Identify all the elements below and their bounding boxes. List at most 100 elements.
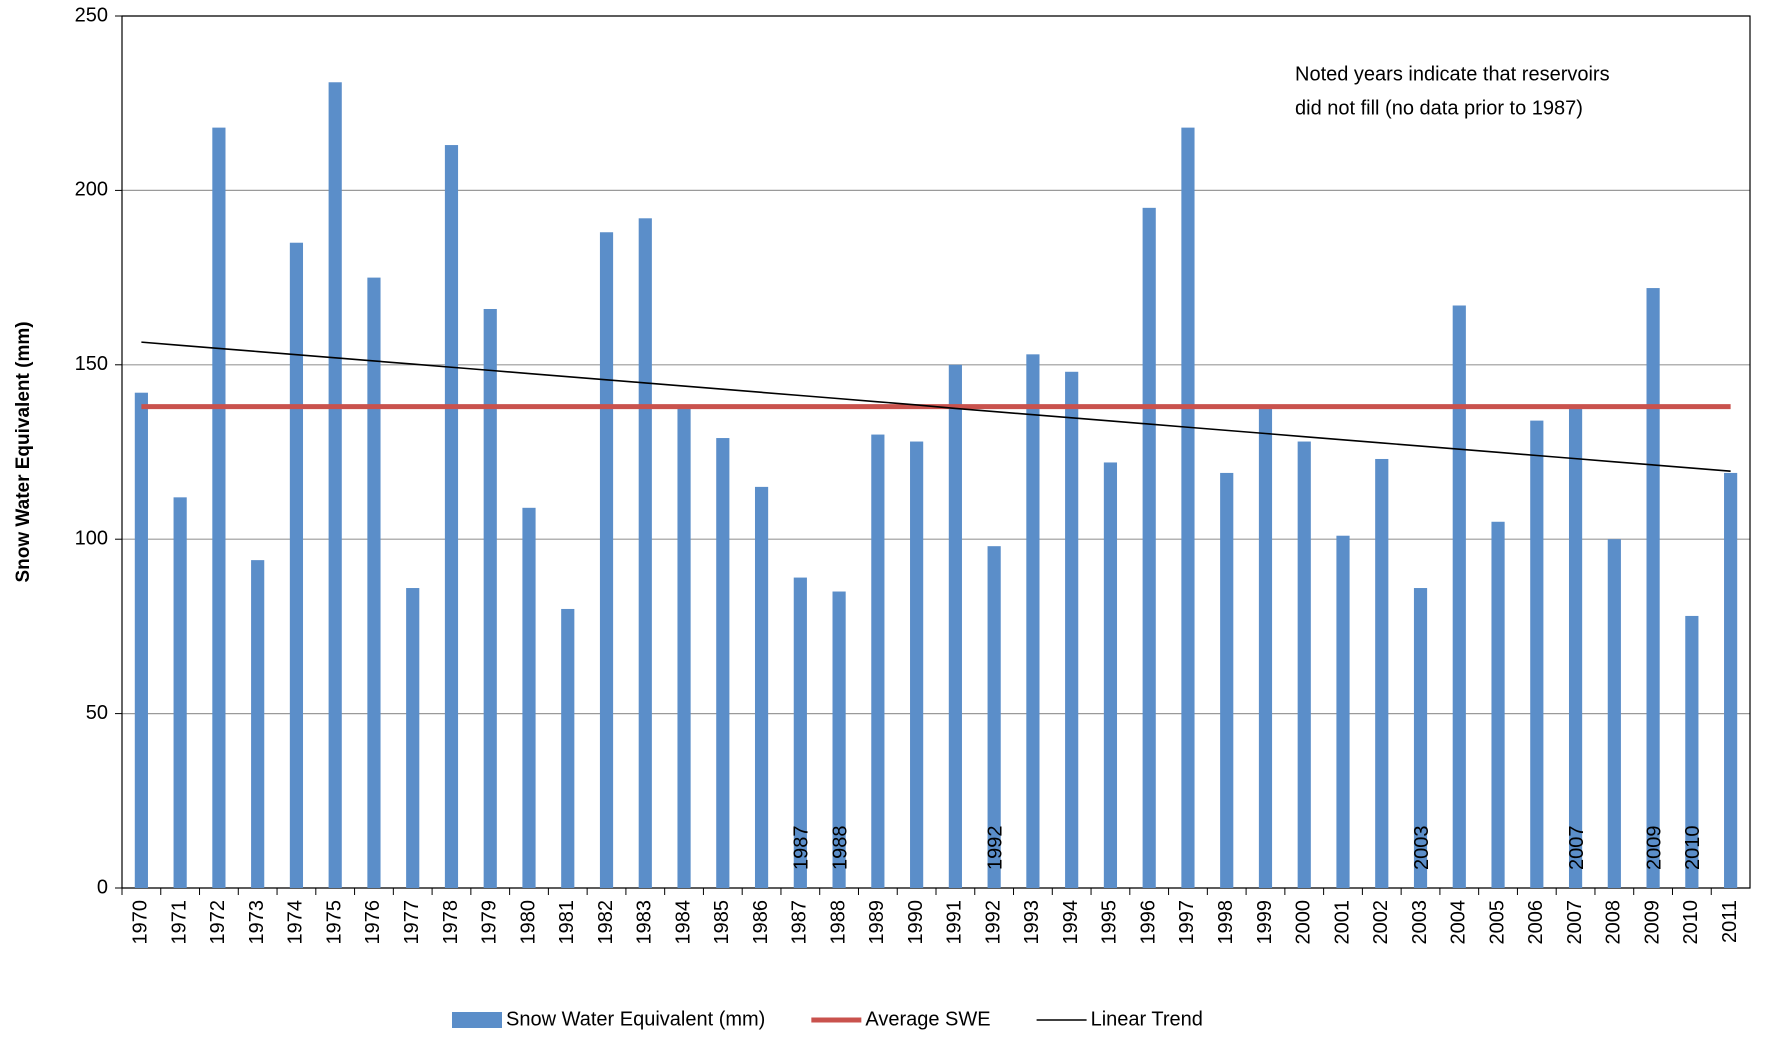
- bar: [289, 242, 304, 889]
- bar: [1568, 406, 1583, 888]
- x-tick-label: 2011: [1719, 900, 1741, 943]
- x-tick-label: 2000: [1293, 900, 1315, 945]
- bar: [134, 392, 148, 888]
- x-tick-label: 2005: [1486, 900, 1508, 945]
- bar: [1607, 539, 1621, 888]
- x-tick-label: 1984: [672, 900, 694, 945]
- x-tick-label: 1987: [789, 900, 811, 945]
- bar: [1258, 406, 1273, 888]
- bar: [1413, 588, 1428, 888]
- x-tick-label: 1982: [595, 900, 617, 945]
- bar: [1181, 127, 1195, 889]
- x-tick-label: 1997: [1176, 900, 1198, 945]
- x-tick-label: 1989: [866, 900, 888, 945]
- bar: [832, 591, 846, 888]
- y-axis-label: Snow Water Equivalent (mm): [13, 321, 34, 582]
- bar: [1685, 615, 1699, 888]
- annotation: 2009: [1643, 826, 1665, 871]
- bar: [1336, 535, 1350, 888]
- note: did not fill (no data prior to 1987): [1295, 97, 1583, 119]
- x-tick-label: 1977: [401, 900, 423, 945]
- x-tick-label: 1988: [827, 900, 849, 945]
- x-tick-label: 1986: [750, 900, 772, 945]
- line: [141, 341, 1731, 472]
- x-tick-label: 1985: [711, 900, 733, 945]
- x-tick-label: 1971: [168, 900, 190, 945]
- x-tick-label: 1979: [479, 900, 501, 945]
- y-tick-label: 150: [75, 353, 108, 375]
- legend-label: Linear Trend: [1091, 1008, 1203, 1030]
- bar: [599, 232, 614, 889]
- bar: [1724, 472, 1738, 888]
- bar: [638, 218, 652, 888]
- bar: [910, 441, 924, 888]
- x-tick-label: 2001: [1331, 900, 1353, 945]
- x-tick-label: 1992: [982, 900, 1004, 945]
- x-tick-label: 1998: [1215, 900, 1237, 945]
- bar: [1103, 462, 1118, 888]
- bar: [948, 364, 962, 888]
- x-tick-label: 2007: [1564, 900, 1586, 945]
- y-tick-label: 0: [97, 876, 108, 898]
- x-tick-label: 2010: [1680, 900, 1702, 945]
- y-tick-label: 250: [75, 4, 108, 26]
- x-tick-label: 1995: [1099, 900, 1121, 945]
- bar: [716, 438, 730, 888]
- bar: [367, 277, 381, 889]
- bar: [871, 434, 885, 888]
- legend-label: Snow Water Equivalent (mm): [506, 1008, 765, 1030]
- y-tick-label: 200: [75, 179, 108, 201]
- x-tick-label: 2009: [1641, 900, 1663, 945]
- annotation: 1992: [984, 826, 1006, 870]
- bar: [406, 588, 420, 888]
- x-tick-label: 2004: [1448, 900, 1470, 945]
- x-tick-label: 1970: [130, 900, 152, 945]
- bar: [754, 486, 769, 888]
- bar: [1375, 458, 1389, 888]
- bar: [522, 507, 536, 888]
- bar: [444, 145, 459, 888]
- bar: [1026, 354, 1040, 888]
- bar: [1220, 472, 1234, 888]
- annotation: 2010: [1682, 826, 1704, 871]
- bar: [483, 308, 497, 888]
- x-tick-label: 2002: [1370, 900, 1392, 945]
- bar: [1297, 441, 1311, 888]
- bar: [1646, 288, 1660, 889]
- x-tick-label: 1974: [285, 900, 307, 945]
- note: Noted years indicate that reservoirs: [1295, 63, 1610, 85]
- x-tick-label: 2008: [1603, 900, 1625, 945]
- bar: [793, 577, 807, 888]
- annotation: 1987: [791, 826, 813, 871]
- bar: [987, 546, 1001, 888]
- bar: [1142, 207, 1156, 889]
- plot-border: [121, 15, 1751, 889]
- x-tick-label: 1996: [1137, 900, 1159, 945]
- x-tick-label: 1978: [440, 900, 462, 945]
- x-tick-label: 1994: [1060, 900, 1082, 945]
- bar: [1452, 305, 1466, 888]
- x-tick-label: 1980: [517, 900, 539, 945]
- annotation: 1988: [829, 826, 851, 871]
- bar: [1491, 521, 1505, 888]
- x-tick-label: 1990: [905, 900, 927, 945]
- x-tick-label: 1993: [1021, 900, 1043, 945]
- y-tick-label: 100: [75, 527, 108, 549]
- bar: [212, 127, 226, 889]
- bar: [1065, 371, 1079, 888]
- annotation: 2007: [1566, 826, 1588, 871]
- legend-label: Average SWE: [865, 1008, 990, 1030]
- x-tick-label: 2003: [1409, 900, 1431, 945]
- x-tick-label: 1983: [634, 900, 656, 945]
- legend-swatch: [452, 1012, 502, 1028]
- x-tick-label: 1976: [362, 900, 384, 945]
- bar: [677, 406, 691, 888]
- annotation: 2003: [1411, 826, 1433, 871]
- bar: [1530, 420, 1544, 888]
- x-tick-label: 1975: [323, 900, 345, 945]
- y-tick-label: 50: [86, 702, 108, 724]
- x-tick-label: 2006: [1525, 900, 1547, 945]
- x-tick-label: 1991: [944, 900, 966, 945]
